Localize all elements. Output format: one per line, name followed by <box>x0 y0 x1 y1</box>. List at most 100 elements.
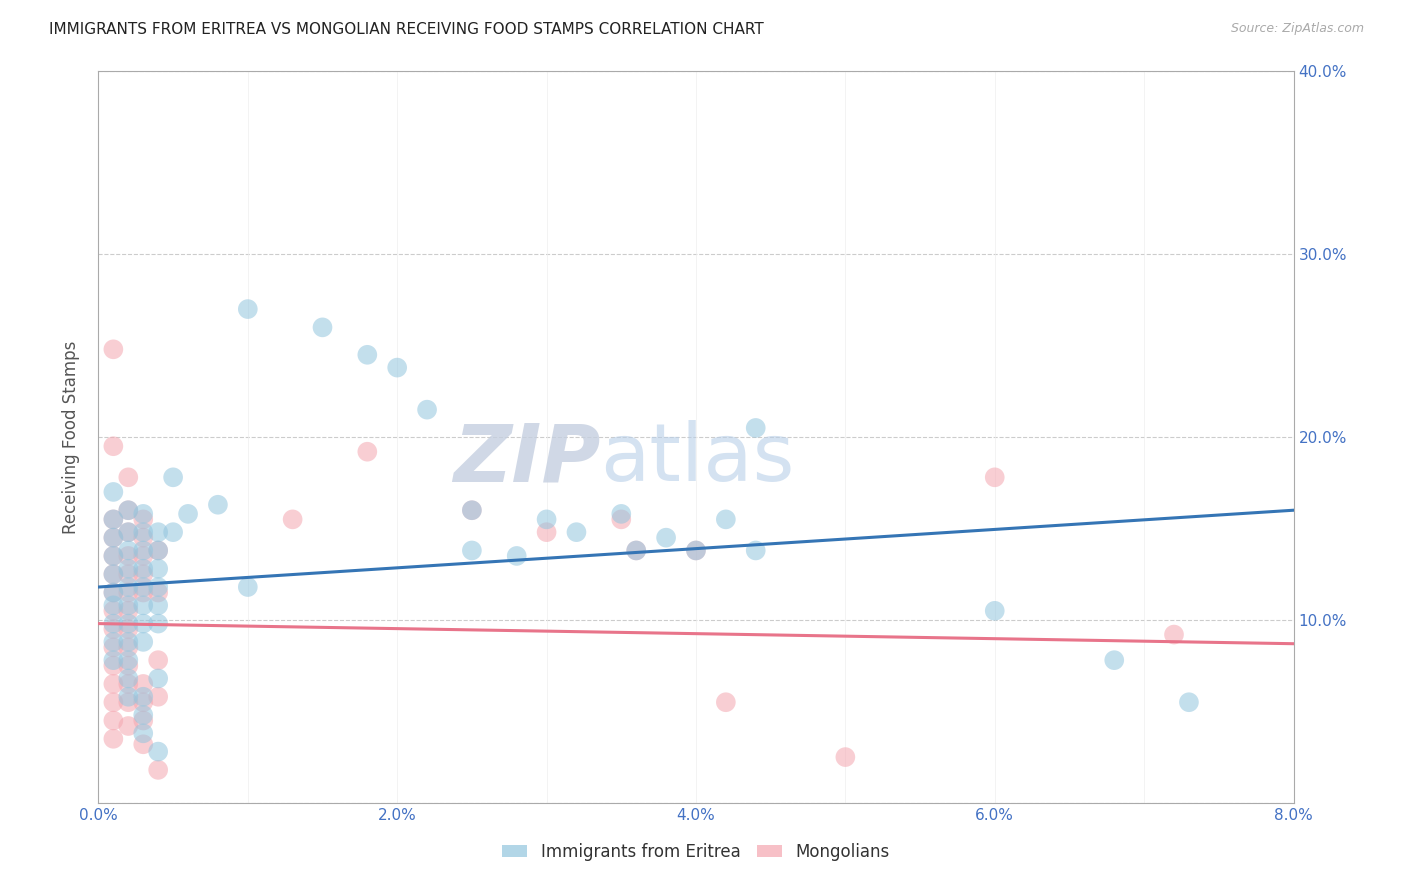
Point <box>984 604 1007 618</box>
Point <box>132 549 155 563</box>
Point <box>984 470 1007 484</box>
Point <box>148 690 170 704</box>
Point <box>311 320 333 334</box>
Point <box>281 512 304 526</box>
Point <box>103 695 125 709</box>
Point <box>117 470 139 484</box>
Text: IMMIGRANTS FROM ERITREA VS MONGOLIAN RECEIVING FOOD STAMPS CORRELATION CHART: IMMIGRANTS FROM ERITREA VS MONGOLIAN REC… <box>49 22 763 37</box>
Point <box>416 402 439 417</box>
Point <box>117 616 139 631</box>
Point <box>356 444 378 458</box>
Point <box>1163 627 1185 641</box>
Point <box>461 543 484 558</box>
Point <box>132 714 155 728</box>
Point <box>117 677 139 691</box>
Point <box>132 512 155 526</box>
Point <box>103 585 125 599</box>
Point <box>103 343 125 357</box>
Point <box>132 525 155 540</box>
Point <box>745 543 768 558</box>
Point <box>117 503 139 517</box>
Point <box>610 512 633 526</box>
Point <box>565 525 588 540</box>
Point <box>461 503 484 517</box>
Point <box>103 549 125 563</box>
Point <box>103 640 125 655</box>
Point <box>148 745 170 759</box>
Y-axis label: Receiving Food Stamps: Receiving Food Stamps <box>62 341 80 533</box>
Point <box>626 543 648 558</box>
Point <box>385 360 409 375</box>
Point <box>117 640 139 655</box>
Point <box>132 531 155 545</box>
Point <box>103 731 125 746</box>
Point <box>117 604 139 618</box>
Point <box>148 599 170 613</box>
Point <box>103 677 125 691</box>
Point <box>207 498 229 512</box>
Point <box>745 421 768 435</box>
Point <box>117 580 139 594</box>
Point <box>132 567 155 582</box>
Point <box>103 616 125 631</box>
Point <box>132 599 155 613</box>
Point <box>834 750 856 764</box>
Point <box>103 485 125 500</box>
Point <box>148 585 170 599</box>
Point <box>162 470 184 484</box>
Text: Source: ZipAtlas.com: Source: ZipAtlas.com <box>1230 22 1364 36</box>
Point <box>148 562 170 576</box>
Point <box>148 543 170 558</box>
Point <box>685 543 707 558</box>
Point <box>132 585 155 599</box>
Point <box>148 543 170 558</box>
Text: atlas: atlas <box>600 420 794 498</box>
Point <box>685 543 707 558</box>
Point <box>103 714 125 728</box>
Point <box>103 567 125 582</box>
Legend: Immigrants from Eritrea, Mongolians: Immigrants from Eritrea, Mongolians <box>496 837 896 868</box>
Point <box>132 507 155 521</box>
Point <box>103 567 125 582</box>
Point <box>103 439 125 453</box>
Point <box>714 695 737 709</box>
Point <box>117 543 139 558</box>
Point <box>117 672 139 686</box>
Point <box>132 726 155 740</box>
Point <box>132 543 155 558</box>
Point <box>103 531 125 545</box>
Point <box>117 549 139 563</box>
Point <box>148 763 170 777</box>
Point <box>103 635 125 649</box>
Point <box>177 507 200 521</box>
Point <box>117 695 139 709</box>
Point <box>132 737 155 751</box>
Point <box>132 616 155 631</box>
Point <box>132 562 155 576</box>
Point <box>236 301 259 317</box>
Point <box>132 580 155 594</box>
Point <box>117 525 139 540</box>
Point <box>117 719 139 733</box>
Point <box>117 562 139 576</box>
Point <box>103 512 125 526</box>
Point <box>1178 695 1201 709</box>
Point <box>148 580 170 594</box>
Point <box>103 585 125 599</box>
Point <box>506 549 529 563</box>
Point <box>132 695 155 709</box>
Point <box>103 658 125 673</box>
Point <box>236 580 259 594</box>
Point <box>148 653 170 667</box>
Point <box>117 658 139 673</box>
Point <box>117 622 139 636</box>
Point <box>148 672 170 686</box>
Point <box>132 708 155 723</box>
Point <box>117 503 139 517</box>
Point <box>117 585 139 599</box>
Point <box>103 599 125 613</box>
Point <box>132 690 155 704</box>
Point <box>626 543 648 558</box>
Point <box>117 635 139 649</box>
Point <box>103 622 125 636</box>
